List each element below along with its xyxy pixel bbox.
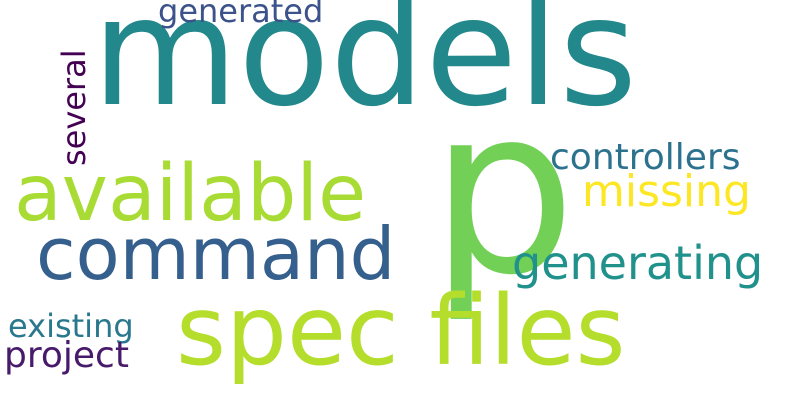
word-several: several (55, 49, 93, 166)
word-spec-files: spec files (176, 275, 626, 387)
word-existing: existing (8, 307, 134, 345)
word-missing: missing (582, 166, 751, 217)
word-models: models (92, 0, 638, 140)
word-controllers: controllers (550, 137, 741, 178)
word-p: p (430, 59, 576, 326)
word-generated: generated (158, 0, 324, 30)
word-available: available (14, 149, 367, 239)
word-command: command (36, 212, 396, 296)
word-project: project (4, 335, 129, 376)
word-generating: generating (512, 236, 764, 290)
